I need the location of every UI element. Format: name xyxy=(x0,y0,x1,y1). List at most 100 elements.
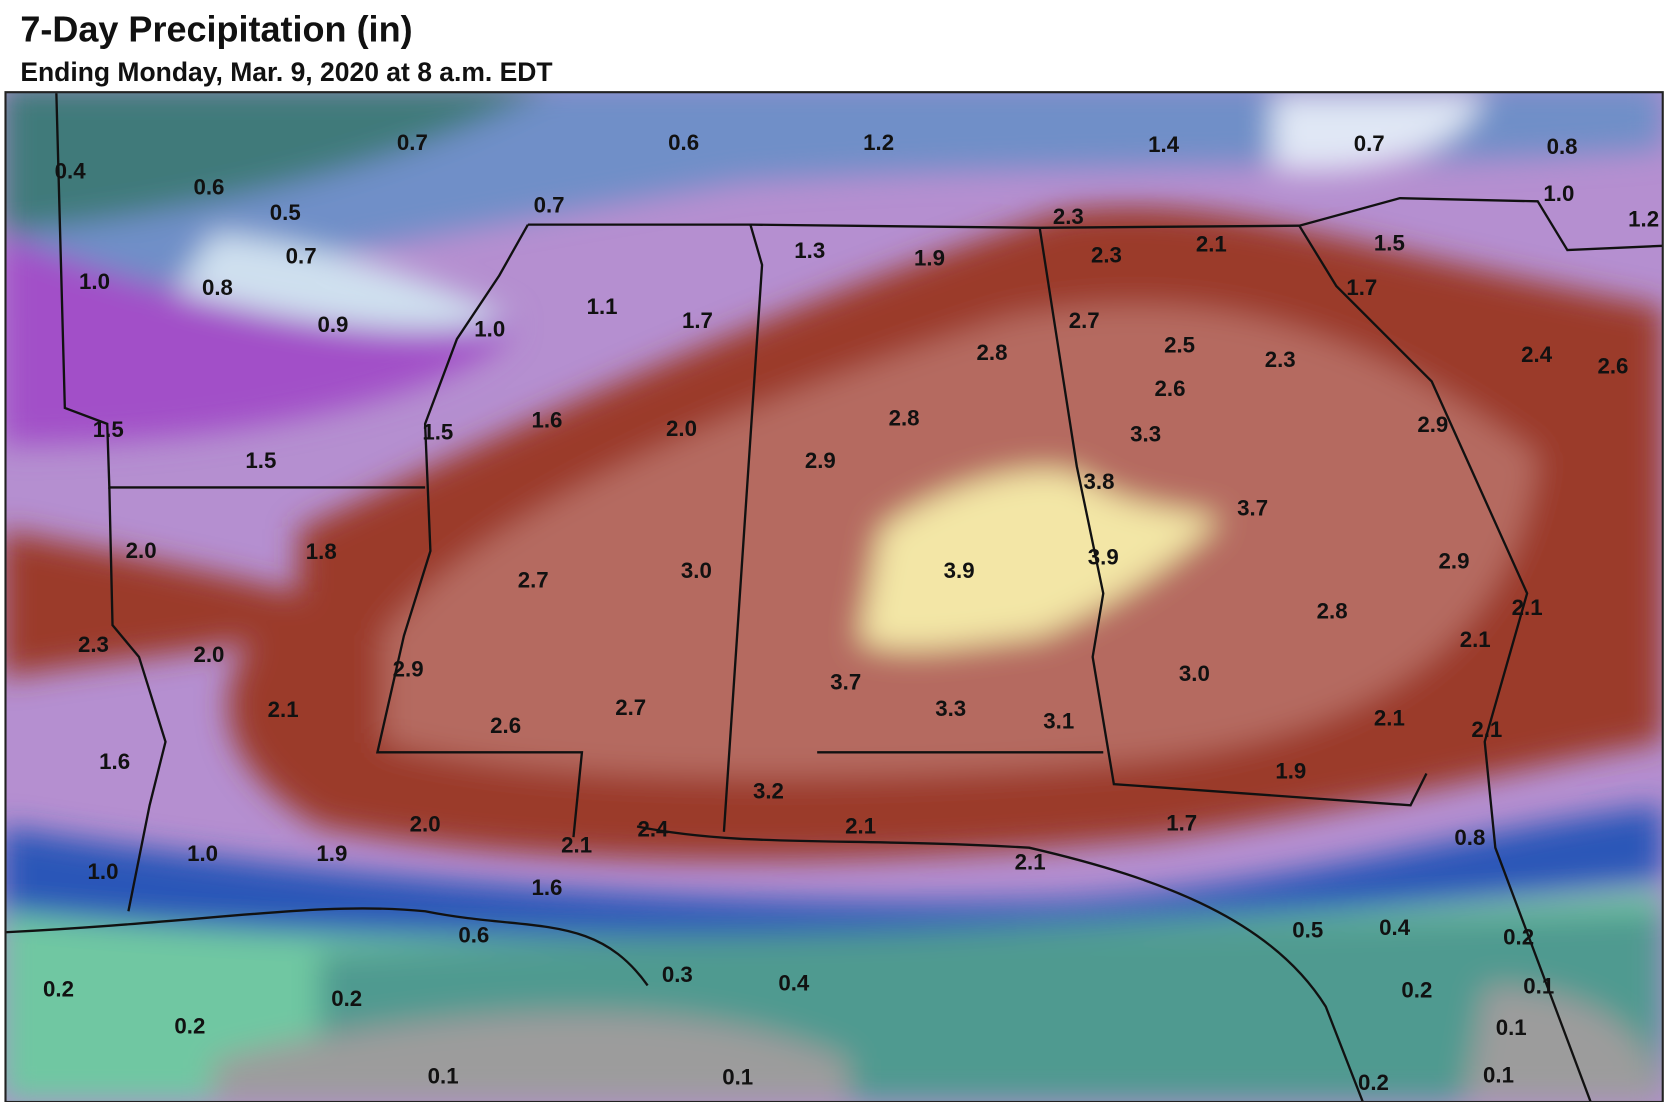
precip-label: 0.2 xyxy=(1503,925,1534,950)
map-area: 0.4 0.6 0.5 0.7 0.7 1.0 0.8 0.9 0.6 0.7 1.2 1.4 0.7 0… xyxy=(5,92,1663,1102)
precip-label: 1.5 xyxy=(93,417,124,442)
state-borders xyxy=(5,93,1663,1102)
precip-label: 2.1 xyxy=(268,697,299,722)
precip-label: 1.2 xyxy=(1628,206,1659,231)
precip-label: 0.2 xyxy=(174,1014,205,1039)
precip-label: 2.8 xyxy=(889,405,920,430)
precip-label: 0.2 xyxy=(1358,1070,1389,1095)
precip-label: 0.2 xyxy=(1401,978,1432,1003)
precip-label: 0.8 xyxy=(202,275,233,300)
precip-label: 0.6 xyxy=(668,130,699,155)
precip-label: 2.1 xyxy=(1374,705,1405,730)
precip-label: 1.1 xyxy=(587,294,618,319)
precip-label: 2.1 xyxy=(1460,627,1491,652)
precip-label: 0.7 xyxy=(534,193,565,218)
precip-label: 0.1 xyxy=(1496,1015,1527,1040)
precip-label: 2.7 xyxy=(518,568,549,593)
precip-label: 2.9 xyxy=(393,657,424,682)
precip-label: 1.9 xyxy=(1275,758,1306,783)
precip-label: 3.0 xyxy=(681,558,712,583)
precip-label: 1.0 xyxy=(79,269,110,294)
precip-label: 0.4 xyxy=(778,970,810,995)
precip-label: 1.6 xyxy=(531,875,562,900)
precip-label: 1.2 xyxy=(863,130,894,155)
precip-label: 1.6 xyxy=(531,408,562,433)
precip-label: 2.9 xyxy=(1417,412,1448,437)
precip-label: 2.0 xyxy=(193,642,224,667)
precip-label: 3.7 xyxy=(1237,496,1268,521)
precip-label: 2.7 xyxy=(1069,308,1100,333)
precip-label: 1.7 xyxy=(1166,810,1197,835)
precip-label: 2.6 xyxy=(490,713,521,738)
precip-label: 2.8 xyxy=(1317,598,1348,623)
precip-label: 3.9 xyxy=(1088,544,1119,569)
precip-label: 1.5 xyxy=(422,419,453,444)
precip-label: 0.1 xyxy=(722,1065,753,1090)
precip-label: 3.1 xyxy=(1043,709,1074,734)
precip-label: 1.0 xyxy=(1543,181,1574,206)
precip-label: 0.3 xyxy=(662,962,693,987)
precip-label: 1.7 xyxy=(682,308,713,333)
map-frame xyxy=(4,91,1664,1102)
precip-label: 2.8 xyxy=(977,340,1008,365)
precip-label: 3.8 xyxy=(1084,469,1115,494)
precip-label: 2.3 xyxy=(78,632,109,657)
precip-label: 0.5 xyxy=(270,200,301,225)
precip-label: 3.7 xyxy=(830,669,861,694)
precip-fill xyxy=(5,92,1663,1102)
precip-label: 2.9 xyxy=(1439,549,1470,574)
title: 7-Day Precipitation (in) xyxy=(20,8,412,49)
precip-label: 1.8 xyxy=(306,539,337,564)
precip-label: 3.3 xyxy=(1130,421,1161,446)
precip-label: 1.4 xyxy=(1148,132,1180,157)
subtitle: Ending Monday, Mar. 9, 2020 at 8 a.m. ED… xyxy=(20,57,552,87)
precip-label: 2.1 xyxy=(1471,717,1502,742)
precip-label: 1.7 xyxy=(1346,275,1377,300)
precip-label: 1.0 xyxy=(88,859,119,884)
precip-label: 1.0 xyxy=(474,316,505,341)
precip-label: 0.2 xyxy=(43,977,74,1002)
precip-label: 0.6 xyxy=(458,923,489,948)
precip-label: 0.7 xyxy=(397,130,428,155)
precip-label: 1.5 xyxy=(245,448,276,473)
precip-label: 0.5 xyxy=(1292,917,1323,942)
precip-label: 2.1 xyxy=(1196,232,1227,257)
precip-label: 2.4 xyxy=(637,817,669,842)
precip-label: 0.4 xyxy=(1379,915,1411,940)
precip-label: 3.2 xyxy=(753,778,784,803)
value-labels: 0.4 0.6 0.5 0.7 0.7 1.0 0.8 0.9 0.6 0.7 1.2 1.4 0.7 0… xyxy=(43,130,1659,1095)
precip-label: 2.3 xyxy=(1091,242,1122,267)
precip-label: 2.6 xyxy=(1155,376,1186,401)
precip-label: 0.1 xyxy=(1523,973,1554,998)
precip-label: 0.4 xyxy=(55,159,87,184)
precip-label: 2.0 xyxy=(126,538,157,563)
precip-label: 2.5 xyxy=(1164,332,1195,357)
precip-label: 0.1 xyxy=(1483,1062,1514,1087)
precip-label: 2.3 xyxy=(1053,204,1084,229)
precip-label: 2.1 xyxy=(845,813,876,838)
precip-label: 2.1 xyxy=(1015,849,1046,874)
precip-label: 3.3 xyxy=(935,696,966,721)
precip-label: 1.3 xyxy=(794,238,825,263)
precip-label: 2.9 xyxy=(805,448,836,473)
precip-label: 1.9 xyxy=(316,841,347,866)
precip-label: 0.1 xyxy=(428,1064,459,1089)
precip-label: 2.1 xyxy=(1512,595,1543,620)
precip-label: 0.9 xyxy=(317,312,348,337)
precip-label: 3.9 xyxy=(944,558,975,583)
precip-label: 2.7 xyxy=(615,695,646,720)
precip-label: 1.9 xyxy=(914,245,945,270)
precip-label: 0.2 xyxy=(331,986,362,1011)
precip-label: 0.8 xyxy=(1454,825,1485,850)
precip-label: 0.8 xyxy=(1547,134,1578,159)
precip-label: 0.7 xyxy=(286,243,317,268)
precip-label: 1.5 xyxy=(1374,231,1405,256)
precip-label: 2.3 xyxy=(1265,347,1296,372)
precip-label: 2.4 xyxy=(1521,342,1553,367)
precip-label: 0.6 xyxy=(193,174,224,199)
precip-label: 3.0 xyxy=(1179,661,1210,686)
precip-label: 1.6 xyxy=(99,749,130,774)
precip-label: 2.6 xyxy=(1597,354,1628,379)
